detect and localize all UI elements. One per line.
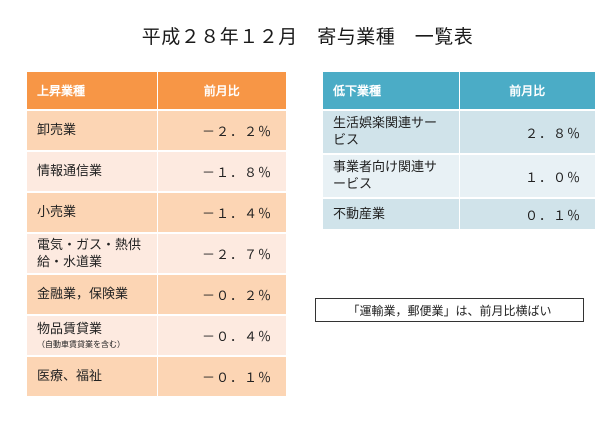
table-row: 事業者向け関連サービス １．０％: [323, 153, 595, 198]
falling-industries-table: 低下業種 前月比 生活娯楽関連サービス ２．８％ 事業者向け関連サービス １．０…: [323, 72, 595, 229]
page-title: 平成２８年１２月 寄与業種 一覧表: [141, 26, 474, 48]
category-cell: 不動産業: [323, 197, 460, 229]
table-row: 電気・ガス・熱供給・水道業 －２．７％: [27, 232, 286, 274]
table-row: 卸売業 －２．２％: [27, 109, 286, 151]
table-row: 情報通信業 －１．８％: [27, 150, 286, 192]
category-cell: 金融業，保険業: [27, 273, 158, 315]
category-cell: 小売業: [27, 191, 158, 233]
category-cell: 情報通信業: [27, 150, 158, 192]
value-cell: －２．２％: [157, 109, 286, 151]
category-cell: 医療、福祉: [27, 355, 158, 396]
category-cell: 事業者向け関連サービス: [323, 153, 460, 198]
value-cell: －０．１％: [157, 355, 286, 396]
table-row: 金融業，保険業 －０．２％: [27, 273, 286, 315]
table-row: 生活娯楽関連サービス ２．８％: [323, 109, 595, 154]
value-cell: －２．７％: [157, 232, 286, 274]
table-row: 医療、福祉 －０．１％: [27, 355, 286, 396]
table-row: 小売業 －１．４％: [27, 191, 286, 233]
header-value: 前月比: [157, 72, 286, 110]
value-cell: －０．４％: [157, 314, 286, 356]
note-box: 「運輸業，郵便業」は、前月比横ばい: [315, 298, 584, 322]
value-cell: ０．１％: [459, 197, 595, 229]
category-cell: 物品賃貸業 （自動車賃貸業を含む）: [27, 314, 158, 356]
table-header-row: 上昇業種 前月比: [27, 72, 286, 110]
value-cell: －１．８％: [157, 150, 286, 192]
header-value: 前月比: [459, 72, 595, 110]
table-header-row: 低下業種 前月比: [323, 72, 595, 110]
header-category: 低下業種: [323, 72, 460, 110]
rising-industries-table: 上昇業種 前月比 卸売業 －２．２％ 情報通信業 －１．８％ 小売業 －１．４％…: [27, 72, 286, 396]
table-row: 不動産業 ０．１％: [323, 197, 595, 229]
table-row: 物品賃貸業 （自動車賃貸業を含む） －０．４％: [27, 314, 286, 356]
header-category: 上昇業種: [27, 72, 158, 110]
category-cell: 電気・ガス・熱供給・水道業: [27, 232, 158, 274]
category-note: （自動車賃貸業を含む）: [37, 340, 125, 349]
value-cell: －１．４％: [157, 191, 286, 233]
value-cell: －０．２％: [157, 273, 286, 315]
value-cell: １．０％: [459, 153, 595, 198]
category-cell: 生活娯楽関連サービス: [323, 109, 460, 154]
category-cell: 卸売業: [27, 109, 158, 151]
value-cell: ２．８％: [459, 109, 595, 154]
